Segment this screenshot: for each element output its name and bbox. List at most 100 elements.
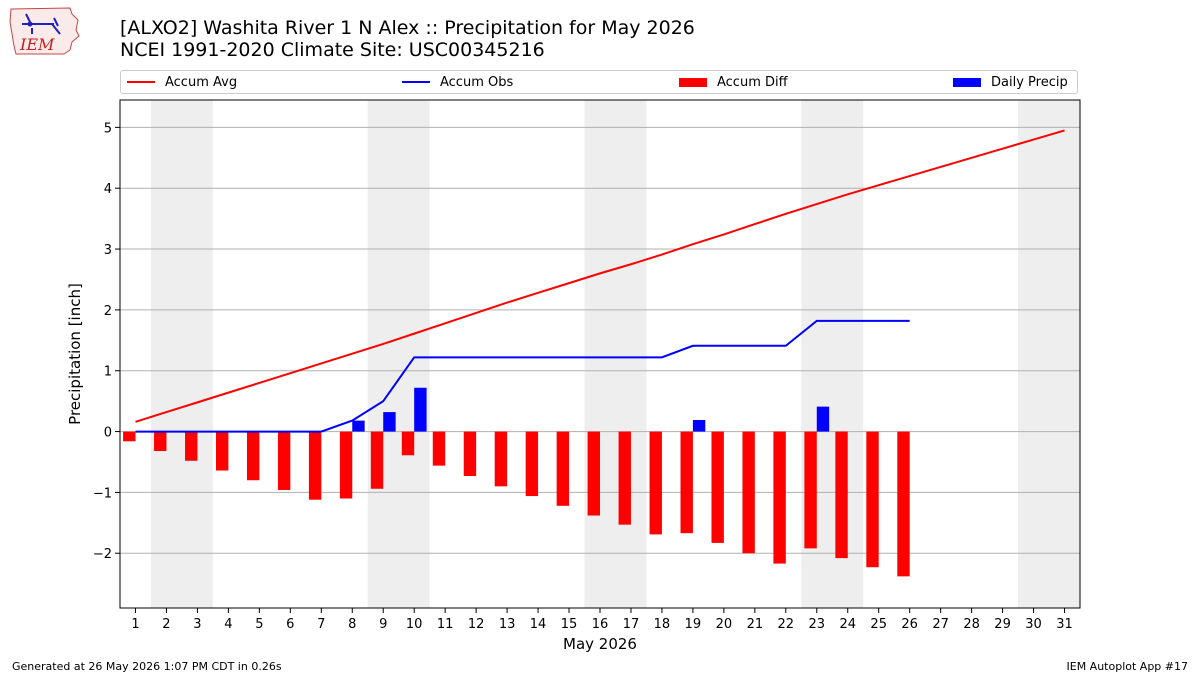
chart-title: [ALXO2] Washita River 1 N Alex :: Precip… (120, 17, 695, 61)
y-tick-label: 4 (104, 182, 112, 197)
accum-diff-bar (835, 431, 848, 559)
accum-diff-bar (742, 431, 755, 554)
daily-precip-bar (816, 406, 830, 432)
x-tick-label: 4 (224, 617, 232, 632)
x-tick-label: 6 (286, 617, 294, 632)
accum-obs-line (135, 319, 910, 433)
x-tick-label: 10 (406, 617, 423, 632)
y-axis-label: Precipitation [inch] (66, 283, 84, 425)
accum-diff-bar (649, 431, 662, 535)
x-tick-label: 18 (654, 617, 671, 632)
x-tick-label: 13 (499, 617, 516, 632)
accum-diff-bar (711, 431, 724, 543)
accum-diff-bar (154, 431, 167, 452)
sensor-dot-icon (27, 21, 33, 27)
legend-label-daily-precip: Daily Precip (991, 74, 1068, 90)
accum-diff-bar (401, 431, 415, 456)
y-tick-label: 2 (104, 304, 112, 319)
accum-diff-bar (494, 431, 508, 487)
y-tick-label: −1 (93, 486, 112, 501)
daily-precip-bar (352, 420, 365, 432)
y-tick-label: 1 (104, 365, 112, 380)
legend-label-accum-obs: Accum Obs (440, 74, 514, 90)
x-tick-label: 28 (963, 617, 980, 632)
x-tick-label: 27 (932, 617, 949, 632)
title-line-1: [ALXO2] Washita River 1 N Alex :: Precip… (120, 17, 695, 39)
line-layer (135, 129, 1065, 433)
accum-diff-bar (277, 431, 291, 490)
x-tick-label: 3 (193, 617, 201, 632)
generated-timestamp: Generated at 26 May 2026 1:07 PM CDT in … (12, 660, 282, 673)
weather-station-icon (22, 13, 61, 35)
accum-diff-bar (618, 431, 631, 525)
x-tick-label: 16 (592, 617, 609, 632)
x-tick-label: 2 (162, 617, 170, 632)
accum-diff-bar (587, 431, 600, 516)
x-tick-label: 14 (530, 617, 547, 632)
accum-diff-bar (370, 431, 384, 489)
iem-logo-text: IEM (19, 35, 55, 54)
iowa-state-outline-icon (9, 7, 80, 55)
bar-layer (123, 387, 910, 577)
legend-label-accum-avg: Accum Avg (165, 74, 238, 90)
x-tick-label: 1 (131, 617, 139, 632)
autoplot-app-label: IEM Autoplot App #17 (1066, 660, 1189, 673)
accum-diff-bar (339, 431, 353, 499)
weekend-band-3 (584, 100, 647, 608)
y-tick-label: 3 (104, 243, 112, 258)
weekend-band-1 (150, 100, 213, 608)
accum-diff-bar (308, 431, 322, 500)
x-tick-label: 30 (1025, 617, 1042, 632)
x-tick-label: 25 (870, 617, 887, 632)
accum-diff-bar (123, 431, 136, 442)
legend-swatch-accum-diff (679, 77, 707, 87)
weekend-shading-layer (150, 100, 1080, 608)
accum-diff-bar (185, 431, 198, 461)
weekend-band-2 (367, 100, 430, 608)
y-tick-label: 5 (104, 121, 112, 136)
legend-item-accum-obs: Accum Obs (402, 71, 513, 93)
x-tick-label: 23 (809, 617, 826, 632)
legend-swatch-accum-avg (127, 81, 155, 83)
accum-diff-bar (556, 431, 570, 506)
accum-diff-bar (680, 431, 693, 534)
accum-diff-bar (773, 431, 786, 564)
x-tick-label: 8 (348, 617, 356, 632)
x-tick-label: 9 (379, 617, 387, 632)
accum-diff-bar (866, 431, 879, 568)
accum-diff-bar (432, 431, 446, 466)
legend-swatch-daily-precip (953, 77, 981, 87)
x-tick-label: 15 (561, 617, 578, 632)
accum-avg-line (135, 129, 1065, 423)
x-tick-label: 5 (255, 617, 263, 632)
weekend-band-5 (1018, 100, 1080, 608)
x-tick-label: 11 (437, 617, 454, 632)
y-tick-label: 0 (104, 426, 112, 441)
daily-precip-bar (414, 387, 427, 432)
x-tick-label: 20 (716, 617, 733, 632)
x-tick-label: 7 (317, 617, 325, 632)
x-tick-label: 22 (778, 617, 795, 632)
accum-diff-bar (216, 431, 229, 471)
x-tick-label: 24 (839, 617, 856, 632)
accum-diff-bar (246, 431, 260, 481)
chart-legend: Accum Avg Accum Obs Accum Diff Daily Pre… (120, 70, 1078, 94)
legend-item-accum-avg: Accum Avg (127, 71, 237, 93)
y-tick-label: −2 (93, 547, 112, 562)
x-tick-label: 31 (1056, 617, 1073, 632)
x-tick-label: 26 (901, 617, 918, 632)
accum-diff-bar (525, 431, 539, 497)
title-line-2: NCEI 1991-2020 Climate Site: USC00345216 (120, 39, 545, 61)
x-tick-label: 29 (994, 617, 1011, 632)
accum-diff-bar (804, 431, 817, 549)
legend-label-accum-diff: Accum Diff (717, 74, 788, 90)
x-tick-label: 19 (685, 617, 702, 632)
x-axis-label: May 2026 (563, 635, 637, 653)
legend-item-daily-precip: Daily Precip (953, 71, 1068, 93)
iem-logo: IEM (9, 7, 80, 55)
accum-diff-bar (463, 431, 477, 476)
legend-item-accum-diff: Accum Diff (679, 71, 788, 93)
x-tick-label: 21 (747, 617, 764, 632)
